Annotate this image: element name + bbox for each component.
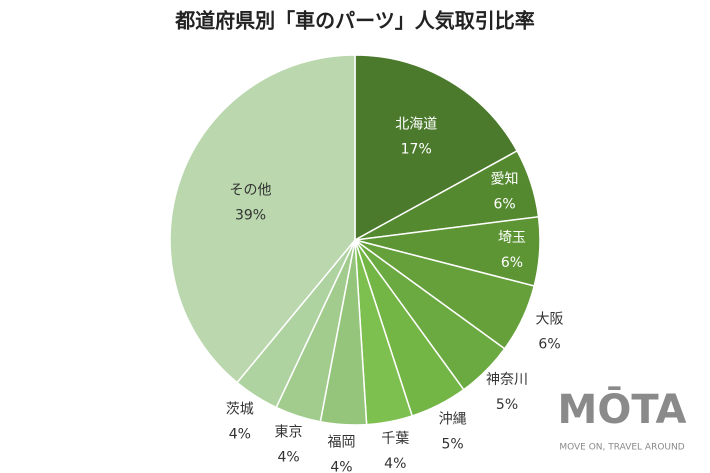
logo-tagline: MOVE ON, TRAVEL AROUND — [559, 443, 684, 453]
slice-label: その他 — [230, 182, 272, 198]
slice-label: 神奈川 — [486, 372, 528, 388]
slice-label: 北海道 — [395, 116, 437, 132]
slice-label: 東京 — [275, 424, 303, 440]
pie-slice — [169, 54, 356, 384]
logo: MŌTA — [558, 385, 687, 433]
slice-value-label: 6% — [501, 255, 523, 271]
slice-value-label: 5% — [496, 397, 518, 413]
slice-label: 福岡 — [328, 435, 356, 451]
slice-label: 沖縄 — [439, 412, 467, 428]
slice-value-label: 4% — [277, 449, 299, 465]
slice-value-label: 17% — [401, 141, 432, 157]
slice-value-label: 4% — [330, 460, 352, 473]
slice-value-label: 5% — [441, 437, 463, 453]
slice-label: 茨城 — [226, 402, 254, 418]
slice-value-label: 39% — [235, 207, 266, 223]
slice-label: 千葉 — [381, 431, 409, 447]
pie-slice — [354, 54, 519, 242]
slice-label: 大阪 — [536, 312, 564, 328]
slice-label: 愛知 — [491, 170, 519, 187]
slice-value-label: 4% — [229, 427, 251, 443]
slice-label: 埼玉 — [498, 230, 526, 246]
chart-title: 都道府県別「車のパーツ」人気取引比率 — [174, 9, 535, 33]
pie: 北海道 17% 愛知 6% 埼玉 6% 大阪 6% 神奈川 5% 沖縄 5% 千葉 4% 福岡 4% 東京 4% 茨… — [169, 54, 564, 473]
slice-value-label: 6% — [493, 196, 515, 212]
slice-value-label: 6% — [538, 337, 560, 353]
slice-value-label: 4% — [384, 456, 406, 472]
